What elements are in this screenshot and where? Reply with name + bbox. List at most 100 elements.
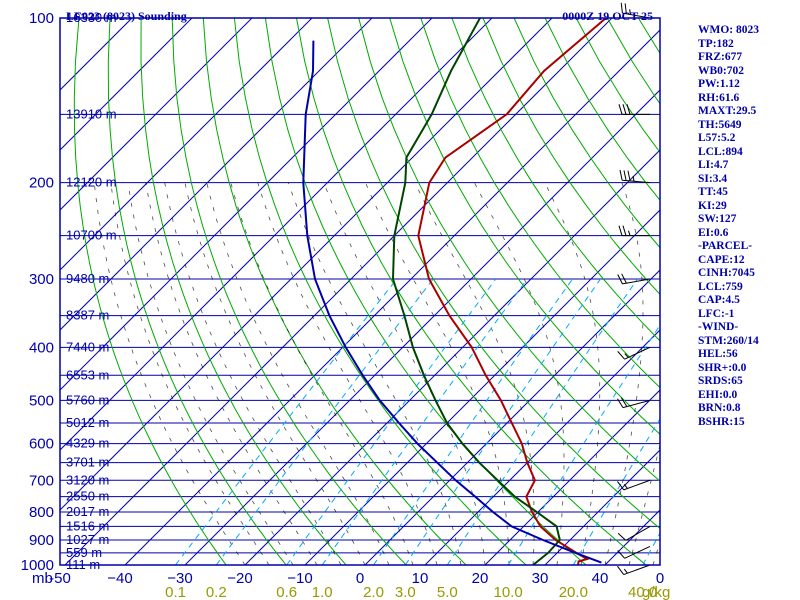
isotherm-line: [484, 389, 660, 565]
pressure-tick-label: 1000: [21, 557, 54, 574]
height-label: 3120 m: [66, 472, 109, 487]
chart-series: [302, 18, 607, 565]
index-line: EHI:0.0: [698, 388, 738, 401]
mixing-ratio-label: 5.0: [437, 584, 458, 600]
wind-barb: [618, 104, 650, 115]
index-line: WB0:702: [698, 64, 744, 77]
dry-adiabat: [107, 18, 287, 565]
index-line: CINH:7045: [698, 267, 755, 279]
mixing-ratio-label: 10.0: [494, 584, 523, 600]
isotherm-line: [184, 89, 660, 565]
mixing-ratio-line: [175, 278, 398, 565]
height-label: 12120 m: [66, 175, 117, 190]
dewpoint-line: [391, 18, 561, 565]
wind-barb: [617, 397, 651, 409]
moist-adiabat: [164, 182, 342, 565]
pressure-tick-label: 900: [29, 532, 54, 549]
temperature-tick-label: −30: [167, 570, 192, 587]
index-line: BRN:0.8: [698, 402, 741, 414]
moist-adiabat: [628, 443, 660, 565]
moist-adiabat: [365, 182, 510, 565]
wind-barb: [620, 2, 651, 19]
moist-adiabat: [257, 182, 438, 565]
isotherm-line: [60, 18, 373, 331]
index-line: L57:5.2: [698, 132, 736, 144]
pressure-tick-label: 600: [29, 436, 54, 453]
height-label: 1516 m: [66, 518, 109, 533]
dry-adiabat: [451, 18, 660, 342]
index-line: FRZ:677: [698, 51, 743, 63]
index-line: LCL:894: [698, 145, 743, 158]
index-line: RH:61.6: [698, 91, 740, 104]
height-label: 5760 m: [66, 392, 109, 407]
chart-frame: [59, 17, 661, 566]
index-line: SW:127: [698, 213, 737, 225]
moist-adiabat: [110, 182, 270, 565]
temperature-tick-label: −10: [287, 570, 312, 587]
moist-adiabat: [474, 182, 565, 565]
dry-adiabat: [264, 18, 587, 565]
height-label: 9480 m: [66, 271, 109, 286]
temperature-tick-label: 40: [592, 570, 609, 587]
mixing-unit-label: g/kg: [642, 584, 670, 600]
height-label: 1027 m: [66, 532, 109, 547]
height-label: 16330 m: [66, 10, 117, 25]
isotherm-line: [364, 269, 660, 565]
moist-adiabat: [230, 182, 414, 565]
index-line: -WIND-: [698, 321, 739, 333]
index-line: MAXT:29.5: [698, 105, 757, 117]
index-line: LCL:759: [698, 280, 743, 293]
height-label: 8387 m: [66, 308, 109, 323]
index-line: WMO: 8023: [698, 24, 760, 36]
mixing-ratio-line: [446, 278, 638, 565]
dry-adiabat: [296, 18, 647, 565]
temperature-line: [417, 18, 607, 565]
moist-adiabat: [184, 182, 366, 565]
height-label: 13910 m: [66, 106, 117, 121]
temperature-tick-label: -50: [49, 570, 71, 587]
mixing-ratio-line: [321, 278, 528, 565]
mixing-ratio-line: [572, 417, 660, 565]
moist-adiabat: [145, 182, 318, 565]
mixing-ratio-line: [642, 532, 660, 565]
index-line: CAPE:12: [698, 253, 745, 266]
plot-frame: [59, 17, 661, 566]
isotherm-line: [424, 329, 660, 565]
wind-barb: [617, 479, 651, 491]
pressure-unit-label: mb: [32, 570, 53, 587]
mixing-ratio-line: [373, 278, 574, 565]
chart-title-left: LE023 (8023) Sounding: [66, 9, 187, 23]
dry-adiabat: [420, 18, 660, 389]
mixing-ratio-line: [507, 324, 660, 565]
moist-adiabat: [288, 182, 462, 565]
pressure-tick-label: 400: [29, 339, 54, 356]
wind-barb: [619, 169, 651, 184]
wind-barb: [617, 273, 651, 285]
index-line: SRDS:65: [698, 375, 743, 387]
height-label: 3701 m: [66, 455, 109, 470]
parcel-line: [302, 40, 602, 564]
index-line: LI:4.7: [698, 159, 729, 171]
isotherm-line: [64, 18, 613, 565]
indices-panel: WMO: 8023 TP:182 FRZ:677 WB0:702 PW:1.12 RH:6…: [698, 24, 798, 429]
mixing-ratio-label: 0.1: [165, 584, 186, 600]
height-label: 559 m: [66, 545, 102, 560]
index-line: -PARCEL-: [698, 240, 753, 252]
dry-adiabat: [389, 18, 660, 435]
height-label: 5012 m: [66, 415, 109, 430]
pressure-tick-label: 100: [29, 10, 54, 27]
index-line: HEL:56: [698, 348, 738, 360]
mixing-ratio-label: 1.0: [312, 584, 333, 600]
moist-adiabat: [544, 182, 601, 565]
isotherm-line: [60, 18, 433, 391]
height-label: 2550 m: [66, 489, 109, 504]
dry-adiabat: [327, 18, 660, 530]
height-label: 2017 m: [66, 504, 109, 519]
height-label: 4329 m: [66, 436, 109, 451]
index-line: CAP:4.5: [698, 294, 740, 306]
mixing-ratio-label: 0.6: [276, 584, 297, 600]
mixing-ratio-label: 2.0: [363, 584, 384, 600]
mixing-ratio-line: [404, 278, 601, 565]
index-line: EI:0.6: [698, 226, 729, 239]
